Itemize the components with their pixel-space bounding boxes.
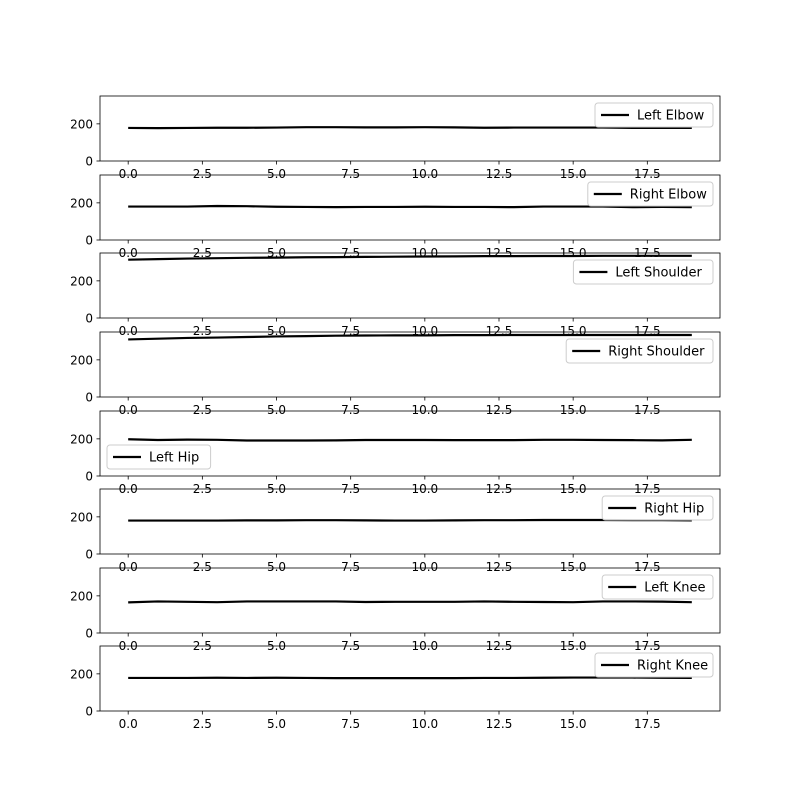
series-line-right-shoulder bbox=[128, 333, 692, 341]
x-tick-label: 5.0 bbox=[267, 717, 286, 731]
axes-frame bbox=[99, 488, 721, 555]
x-tick-label: 7.5 bbox=[341, 560, 360, 574]
x-tick-label: 7.5 bbox=[341, 167, 360, 181]
legend-box bbox=[565, 338, 714, 364]
legend-box bbox=[594, 102, 714, 128]
x-tick-label: 10.0 bbox=[411, 167, 438, 181]
axes-frame bbox=[99, 95, 721, 162]
y-tick-label: 200 bbox=[70, 510, 93, 524]
x-tick-label: 10.0 bbox=[411, 403, 438, 417]
axes-frame bbox=[99, 410, 721, 477]
series-line-right-knee bbox=[128, 676, 692, 680]
x-tick-label: 5.0 bbox=[267, 324, 286, 338]
y-tick-label: 200 bbox=[70, 667, 93, 681]
y-tick-label: 0 bbox=[85, 548, 93, 562]
y-tick-label: 200 bbox=[70, 432, 93, 446]
x-tick-label: 10.0 bbox=[411, 560, 438, 574]
x-tick-label: 15.0 bbox=[560, 717, 587, 731]
y-tick-label: 200 bbox=[70, 196, 93, 210]
legend-label: Left Shoulder bbox=[615, 266, 702, 281]
legend-box bbox=[106, 444, 212, 470]
x-tick-label: 5.0 bbox=[267, 560, 286, 574]
y-tick-label: 200 bbox=[70, 117, 93, 131]
x-tick-label: 10.0 bbox=[411, 717, 438, 731]
axes-frame bbox=[99, 645, 721, 712]
series-line-left-hip bbox=[128, 438, 692, 442]
x-tick-label: 17.5 bbox=[634, 403, 661, 417]
y-tick-label: 0 bbox=[85, 627, 93, 641]
legend-box bbox=[594, 652, 714, 678]
y-tick-label: 0 bbox=[85, 312, 93, 326]
panel-right-shoulder: 0.0 2.5 5.0 7.5 10.0 12.5 15.0 17.5 0 200 Right Sh… bbox=[70, 331, 721, 417]
x-tick-label: 0.0 bbox=[119, 167, 138, 181]
y-tick-label: 0 bbox=[85, 470, 93, 484]
x-tick-label: 12.5 bbox=[486, 403, 513, 417]
x-tick-label: 2.5 bbox=[193, 717, 212, 731]
legend-label: Left Elbow bbox=[637, 109, 705, 124]
x-tick-label: 2.5 bbox=[193, 560, 212, 574]
legend-box bbox=[601, 495, 714, 521]
x-tick-label: 5.0 bbox=[267, 403, 286, 417]
x-tick-label: 2.5 bbox=[193, 324, 212, 338]
legend: Right Elbow bbox=[587, 181, 714, 207]
y-tick-label: 0 bbox=[85, 705, 93, 719]
series-line-right-elbow bbox=[128, 204, 692, 209]
legend-label: Left Hip bbox=[149, 451, 199, 466]
series-line-left-knee bbox=[128, 600, 692, 604]
x-tick-label: 12.5 bbox=[486, 717, 513, 731]
axes-frame bbox=[99, 174, 721, 241]
axes-frame bbox=[99, 331, 721, 398]
legend: Right Hip bbox=[601, 495, 714, 521]
y-tick-label: 0 bbox=[85, 234, 93, 248]
legend-label: Left Knee bbox=[644, 581, 705, 596]
panel-right-hip: 0.0 2.5 5.0 7.5 10.0 12.5 15.0 17.5 0 200 Right Hi… bbox=[70, 488, 721, 574]
y-tick-label: 200 bbox=[70, 353, 93, 367]
series-line-left-shoulder bbox=[128, 254, 692, 261]
legend-box bbox=[601, 574, 714, 600]
x-tick-label: 0.0 bbox=[119, 324, 138, 338]
x-tick-label: 15.0 bbox=[560, 560, 587, 574]
x-tick-label: 7.5 bbox=[341, 403, 360, 417]
x-tick-label: 17.5 bbox=[634, 560, 661, 574]
x-tick-label: 15.0 bbox=[560, 403, 587, 417]
y-tick-label: 0 bbox=[85, 155, 93, 169]
axes-frame bbox=[99, 567, 721, 634]
legend-label: Right Shoulder bbox=[608, 345, 705, 360]
legend: Left Shoulder bbox=[572, 259, 714, 285]
legend-label: Right Elbow bbox=[630, 188, 707, 203]
x-tick-label: 15.0 bbox=[560, 167, 587, 181]
legend: Left Elbow bbox=[594, 102, 714, 128]
legend-box bbox=[587, 181, 714, 207]
y-tick-label: 0 bbox=[85, 391, 93, 405]
legend-box bbox=[572, 259, 714, 285]
axes-frame bbox=[99, 252, 721, 319]
x-tick-label: 12.5 bbox=[486, 560, 513, 574]
y-tick-label: 200 bbox=[70, 589, 93, 603]
series-line-right-hip bbox=[128, 518, 692, 522]
legend: Right Knee bbox=[594, 652, 714, 678]
legend: Right Shoulder bbox=[565, 338, 714, 364]
legend: Left Knee bbox=[601, 574, 714, 600]
x-tick-label: 17.5 bbox=[634, 167, 661, 181]
panel-right-knee: 0.0 2.5 5.0 7.5 10.0 12.5 15.0 17.5 0 200 Right Kn… bbox=[70, 645, 721, 731]
panel-left-elbow: 0.0 2.5 5.0 7.5 10.0 12.5 15.0 17.5 0 200 Left Elb… bbox=[70, 95, 721, 181]
legend-label: Right Knee bbox=[637, 659, 708, 674]
x-tick-label: 2.5 bbox=[193, 167, 212, 181]
x-tick-label: 0.0 bbox=[119, 717, 138, 731]
x-tick-label: 0.0 bbox=[119, 403, 138, 417]
x-tick-label: 12.5 bbox=[486, 167, 513, 181]
x-tick-label: 2.5 bbox=[193, 403, 212, 417]
series-line-left-elbow bbox=[128, 126, 692, 130]
legend: Left Hip bbox=[106, 444, 212, 470]
legend-label: Right Hip bbox=[644, 502, 704, 517]
y-tick-label: 200 bbox=[70, 274, 93, 288]
x-tick-label: 0.0 bbox=[119, 560, 138, 574]
x-tick-label: 5.0 bbox=[267, 167, 286, 181]
x-tick-label: 17.5 bbox=[634, 717, 661, 731]
x-tick-label: 7.5 bbox=[341, 717, 360, 731]
